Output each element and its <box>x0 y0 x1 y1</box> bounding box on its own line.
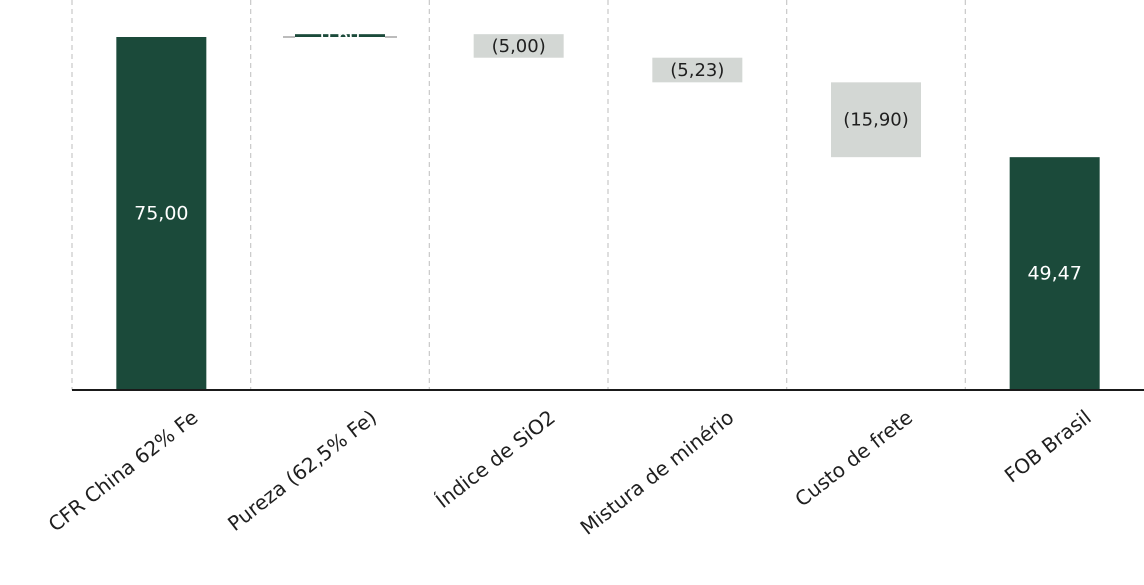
category-label: Índice de SiO2 <box>431 405 560 513</box>
category-label: FOB Brasil <box>1000 405 1096 487</box>
category-labels-layer: CFR China 62% Fe Pureza (62,5% Fe) Índice … <box>44 405 1096 540</box>
bar-value-label: (5,00) <box>492 36 546 57</box>
category-label: Pureza (62,5% Fe) <box>223 405 381 536</box>
bar-value-label: 49,47 <box>1027 263 1081 285</box>
bar-labels-layer: 75,00 0,60 (5,00) (5,23) (15,90) 49,47 <box>134 26 1082 285</box>
bar-5 <box>831 82 921 158</box>
bar-3 <box>473 34 564 58</box>
category-label: Mistura de minério <box>576 405 739 540</box>
category-dividers <box>71 0 966 390</box>
category-label: CFR China 62% Fe <box>44 405 203 536</box>
bar-4 <box>652 57 743 83</box>
bar-6 <box>1009 157 1100 390</box>
bar-value-label: 75,00 <box>134 203 188 225</box>
category-label: Custo de frete <box>790 405 917 511</box>
bar-value-label: 0,60 <box>320 26 360 47</box>
bar-2 <box>295 34 385 37</box>
bar-value-label: (15,90) <box>843 110 909 131</box>
bar-1 <box>116 37 207 390</box>
bars-layer <box>116 34 1100 390</box>
bar-value-label: (5,23) <box>670 60 724 81</box>
